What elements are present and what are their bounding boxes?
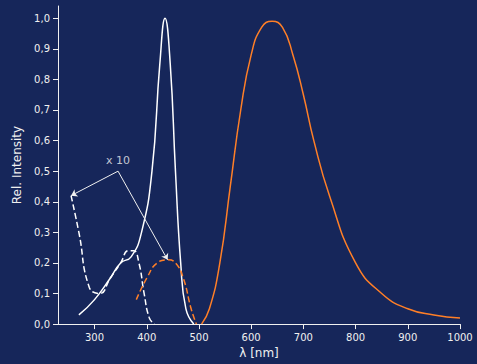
svg-text:0,4: 0,4 xyxy=(34,196,50,207)
svg-text:0,7: 0,7 xyxy=(34,104,50,115)
svg-text:Rel. Intensity: Rel. Intensity xyxy=(10,126,24,204)
svg-text:500: 500 xyxy=(189,332,208,343)
svg-text:λ [nm]: λ [nm] xyxy=(239,346,279,360)
svg-text:x 10: x 10 xyxy=(106,154,130,167)
svg-text:1000: 1000 xyxy=(447,332,472,343)
svg-text:0,1: 0,1 xyxy=(34,288,50,299)
svg-text:900: 900 xyxy=(398,332,417,343)
svg-text:1,0: 1,0 xyxy=(34,13,50,24)
svg-text:0,6: 0,6 xyxy=(34,135,50,146)
svg-text:0,2: 0,2 xyxy=(34,257,50,268)
svg-text:0,0: 0,0 xyxy=(34,319,50,330)
svg-text:0,3: 0,3 xyxy=(34,227,50,238)
svg-text:600: 600 xyxy=(242,332,261,343)
svg-text:0,9: 0,9 xyxy=(34,43,50,54)
svg-text:400: 400 xyxy=(137,332,156,343)
svg-text:700: 700 xyxy=(294,332,313,343)
svg-text:300: 300 xyxy=(85,332,104,343)
svg-text:0,8: 0,8 xyxy=(34,74,50,85)
svg-text:0,5: 0,5 xyxy=(34,166,50,177)
svg-text:800: 800 xyxy=(346,332,365,343)
